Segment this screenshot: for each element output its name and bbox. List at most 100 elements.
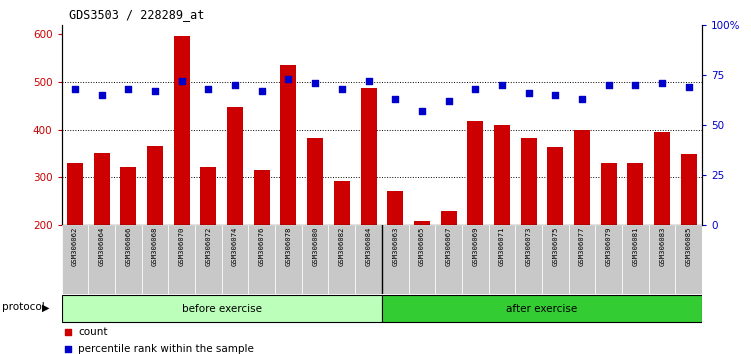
Bar [409,225,436,294]
Text: GSM306076: GSM306076 [259,227,265,266]
Point [442,98,454,104]
Text: GSM306071: GSM306071 [499,227,505,266]
Point [389,96,401,102]
Text: GSM306070: GSM306070 [179,227,185,266]
Text: GSM306069: GSM306069 [472,227,478,266]
Text: GSM306068: GSM306068 [152,227,158,266]
Bar [355,225,382,294]
Text: GSM306081: GSM306081 [632,227,638,266]
Bar [62,295,382,322]
Point [95,92,107,98]
Text: GSM306082: GSM306082 [339,227,345,266]
Text: percentile rank within the sample: percentile rank within the sample [78,344,254,354]
Point [576,96,588,102]
Text: GSM306079: GSM306079 [606,227,612,266]
Point [318,139,330,145]
Text: GSM306085: GSM306085 [686,227,692,266]
Point [683,84,695,90]
Text: count: count [78,327,107,337]
Bar [520,138,537,225]
Bar [307,138,323,225]
Bar [94,153,110,225]
Bar [622,225,649,294]
Point [523,90,535,96]
Text: GSM306064: GSM306064 [98,227,104,266]
Point [202,86,214,92]
Bar [515,225,542,294]
Text: GSM306078: GSM306078 [285,227,291,266]
Bar [249,225,275,294]
Bar [441,211,457,225]
Bar [62,225,89,294]
Text: GSM306066: GSM306066 [125,227,131,266]
Bar [675,225,702,294]
Bar [494,125,510,225]
Bar [462,225,489,294]
Text: GSM306075: GSM306075 [553,227,559,266]
Text: GSM306074: GSM306074 [232,227,238,266]
Bar [627,163,644,225]
Point [149,88,161,93]
Point [69,86,81,92]
Text: GSM306067: GSM306067 [445,227,451,266]
Bar [275,225,302,294]
Point [336,86,348,92]
Point [416,108,428,114]
Text: GDS3503 / 228289_at: GDS3503 / 228289_at [69,8,204,21]
Bar [681,154,697,225]
Bar [168,225,195,294]
Text: ▶: ▶ [42,302,50,312]
Bar [67,163,83,225]
Point [122,86,134,92]
Point [603,82,615,88]
Point [229,82,241,88]
Bar [382,295,702,322]
Bar [467,121,484,225]
Bar [547,147,563,225]
Bar [574,131,590,225]
Bar [201,167,216,225]
Point [629,82,641,88]
Bar [227,107,243,225]
Text: GSM306073: GSM306073 [526,227,532,266]
Bar [302,225,328,294]
Text: GSM306077: GSM306077 [579,227,585,266]
Bar [654,132,670,225]
Point [496,82,508,88]
Text: GSM306084: GSM306084 [366,227,372,266]
Bar [334,181,350,225]
Text: after exercise: after exercise [506,304,578,314]
Bar [489,225,515,294]
Point [256,88,268,93]
Bar [195,225,222,294]
Bar [601,163,617,225]
Bar [280,65,297,225]
Bar [649,225,675,294]
Bar [222,225,249,294]
Text: GSM306065: GSM306065 [419,227,425,266]
Point [469,86,481,92]
Text: GSM306080: GSM306080 [312,227,318,266]
Bar [382,225,409,294]
Bar [388,190,403,225]
Bar [147,146,163,225]
Point [309,80,321,86]
Text: protocol: protocol [2,302,44,312]
Bar [328,225,355,294]
Bar [120,167,137,225]
Text: GSM306083: GSM306083 [659,227,665,266]
Bar [115,225,142,294]
Point [363,78,375,84]
Text: GSM306062: GSM306062 [72,227,78,266]
Bar [436,225,462,294]
Point [282,76,294,82]
Point [550,92,562,98]
Bar [414,221,430,225]
Point [176,78,188,84]
Text: GSM306072: GSM306072 [205,227,211,266]
Bar [254,170,270,225]
Bar [142,225,168,294]
Bar [569,225,596,294]
Bar [89,225,115,294]
Bar [360,88,376,225]
